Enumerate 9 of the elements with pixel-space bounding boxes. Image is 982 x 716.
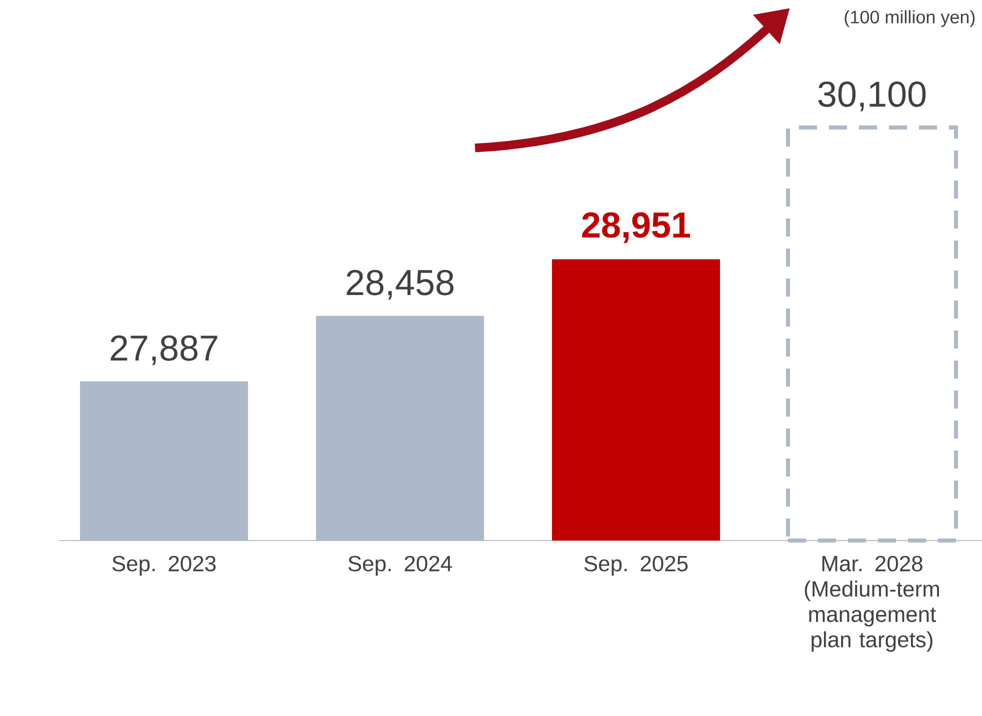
x-tick-label: Sep. 2023 — [112, 556, 216, 576]
text: (100 million yen) — [844, 10, 975, 28]
x-tick-label: Sep. 2024 — [348, 556, 452, 576]
data-label: 27,887 — [110, 335, 218, 366]
data-label: 30,100 — [818, 81, 926, 112]
x-tick-label: Mar. 2028 (Medium-term management plan targets) — [804, 556, 939, 652]
data-label: 28,951 — [582, 212, 690, 244]
data-label: 28,458 — [346, 270, 454, 300]
x-tick-label: Sep. 2025 — [584, 556, 688, 576]
